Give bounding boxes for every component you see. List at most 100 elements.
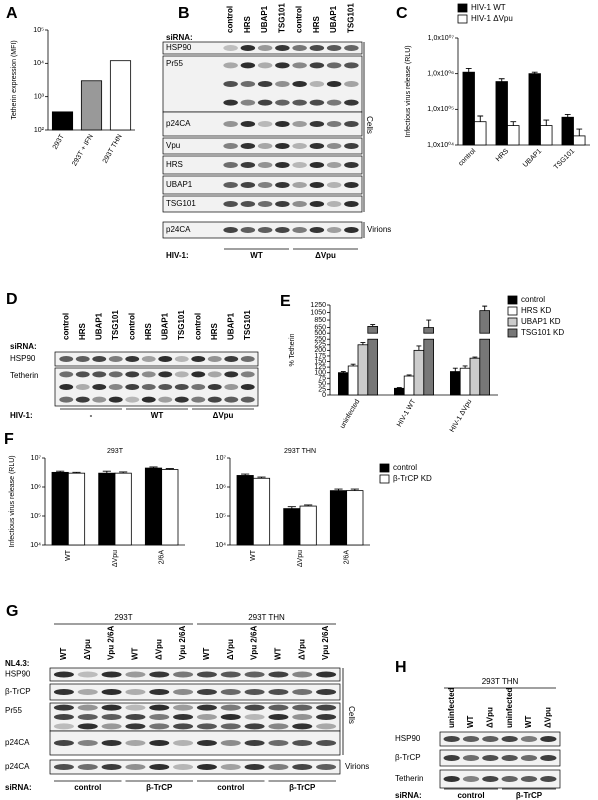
error-bar bbox=[257, 476, 266, 479]
group-label: control bbox=[217, 783, 244, 792]
error-bar bbox=[564, 113, 571, 118]
blot-band bbox=[77, 740, 98, 746]
error-bar bbox=[426, 319, 432, 328]
blot-band bbox=[326, 227, 342, 233]
y-tick-label: 200 bbox=[314, 347, 326, 354]
blot-band bbox=[344, 99, 359, 106]
bar bbox=[337, 372, 349, 396]
blot-strip bbox=[439, 769, 561, 789]
row-label: p24CA bbox=[166, 225, 191, 234]
blot-band bbox=[292, 62, 307, 69]
blot-band bbox=[75, 356, 90, 362]
lane-label: WT bbox=[524, 715, 533, 728]
blot-band bbox=[173, 714, 194, 720]
lane-label: UBAP1 bbox=[94, 312, 103, 340]
lane-label: UBAP1 bbox=[260, 5, 269, 33]
blot-band bbox=[174, 356, 189, 362]
error-bar bbox=[334, 488, 343, 491]
blot-band bbox=[326, 45, 342, 51]
blot-band bbox=[292, 162, 307, 168]
group-label: ΔVpu bbox=[213, 411, 234, 420]
blot-band bbox=[275, 121, 290, 127]
top-group-label: 293T THN bbox=[482, 677, 519, 686]
lane-label: Vpu 2/6A bbox=[250, 626, 259, 660]
error-bar bbox=[396, 387, 402, 389]
lane-label: TSG101 bbox=[277, 3, 286, 33]
blot-band bbox=[173, 689, 194, 695]
blot-band bbox=[275, 143, 290, 149]
blot-band bbox=[292, 201, 307, 207]
blot-band bbox=[292, 740, 313, 746]
y-tick-label: 250 bbox=[314, 336, 326, 343]
x-tick-label: HRS bbox=[495, 148, 511, 164]
blot-band bbox=[53, 714, 74, 720]
blot-band bbox=[257, 81, 273, 87]
error-bar bbox=[576, 128, 583, 136]
blot-band bbox=[292, 182, 307, 188]
blot-band bbox=[59, 384, 74, 390]
bar bbox=[393, 387, 405, 396]
blot-band bbox=[520, 776, 538, 782]
y-tick-label: 75 bbox=[318, 375, 326, 382]
lane-label: control bbox=[61, 313, 70, 340]
blot-band bbox=[240, 356, 255, 362]
error-bar bbox=[482, 305, 488, 311]
blot-band bbox=[207, 396, 222, 403]
blot-band bbox=[240, 62, 256, 69]
y-tick-label: 1,0x10⁰⁶ bbox=[427, 70, 454, 78]
y-tick-label: 10⁴ bbox=[30, 542, 41, 549]
blot-band bbox=[77, 714, 98, 720]
blot-band bbox=[158, 371, 173, 378]
blot-band bbox=[326, 143, 342, 149]
blot-band bbox=[108, 356, 123, 362]
blot-band bbox=[125, 396, 140, 403]
row-header: NL4.3: bbox=[5, 659, 29, 668]
blot-band bbox=[240, 396, 255, 403]
blot-band bbox=[309, 121, 325, 127]
lane-label: WT bbox=[274, 647, 283, 660]
y-tick-label: 1050 bbox=[310, 309, 326, 316]
lane-label: HRS bbox=[210, 322, 219, 340]
error-bar bbox=[241, 473, 250, 476]
group-label: β-TrCP bbox=[146, 783, 173, 792]
blot-band bbox=[125, 671, 146, 678]
blot-band bbox=[443, 755, 460, 761]
blot-band bbox=[149, 704, 170, 711]
group-label: control bbox=[457, 791, 484, 800]
lane-label: ΔVpu bbox=[297, 639, 306, 660]
blot-band bbox=[141, 396, 156, 403]
legend-label: control bbox=[393, 463, 417, 472]
lane-label: HRS bbox=[78, 322, 87, 340]
blot-band bbox=[53, 740, 74, 746]
panel-label: C bbox=[396, 5, 408, 22]
blot-band bbox=[316, 689, 337, 695]
blot-band bbox=[316, 714, 337, 720]
blot-band bbox=[149, 740, 170, 746]
lane-label: ΔVpu bbox=[485, 707, 494, 728]
blot-band bbox=[223, 121, 238, 127]
y-tick-label: 0 bbox=[322, 392, 326, 399]
blot-band bbox=[101, 740, 122, 746]
blot-band bbox=[240, 182, 256, 188]
blot-band bbox=[59, 356, 74, 362]
blot-band bbox=[257, 182, 273, 188]
panel-label: B bbox=[178, 5, 190, 22]
lane-label: WT bbox=[131, 647, 140, 660]
blot-band bbox=[223, 62, 238, 69]
blot-band bbox=[223, 99, 238, 106]
blot-band bbox=[191, 371, 206, 378]
error-bar bbox=[498, 78, 505, 82]
error-bar bbox=[102, 470, 111, 474]
blot-band bbox=[77, 723, 98, 730]
lane-label: UBAP1 bbox=[226, 312, 235, 340]
blot-band bbox=[92, 356, 107, 362]
legend-label: TSG101 KD bbox=[521, 328, 564, 337]
blot-band bbox=[149, 689, 170, 695]
error-bar bbox=[350, 488, 359, 491]
blot-band bbox=[257, 227, 273, 233]
blot-band bbox=[540, 776, 557, 782]
blot-band bbox=[292, 723, 313, 730]
blot-band bbox=[326, 182, 342, 188]
blot-band bbox=[275, 162, 290, 168]
blot-band bbox=[125, 356, 140, 362]
